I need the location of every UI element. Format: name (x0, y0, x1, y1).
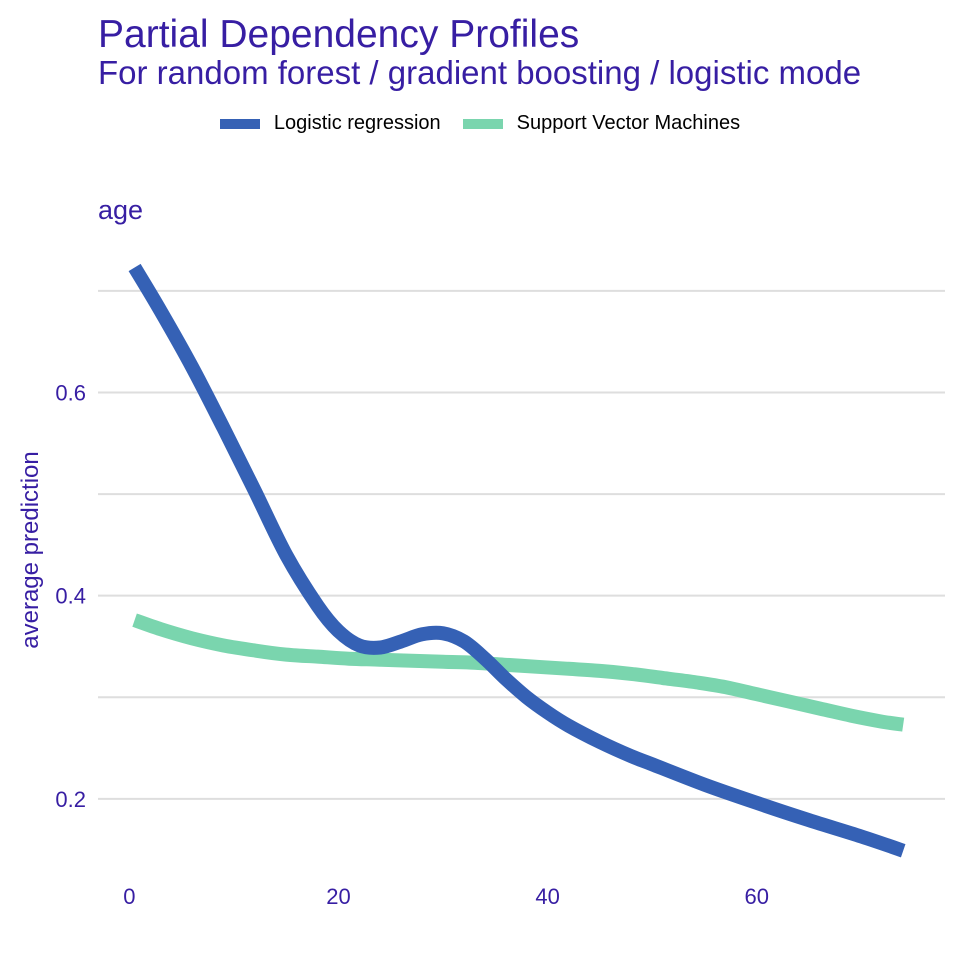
panel-label: age (98, 195, 143, 225)
y-tick-label-0-6: 0.6 (55, 380, 86, 405)
x-tick-label-20: 20 (326, 884, 350, 909)
y-axis-label: average prediction (17, 451, 44, 648)
legend-swatch-logistic (219, 118, 260, 129)
x-tick-label-40: 40 (535, 884, 559, 909)
legend-label-svm: Support Vector Machines (516, 112, 741, 134)
series-line-svm (132, 613, 905, 732)
y-tick-label-0-4: 0.4 (55, 584, 86, 609)
chart-title: Partial Dependency Profiles (98, 13, 580, 56)
legend-item-logistic: Logistic regression (219, 112, 441, 135)
x-tick-label-0: 0 (123, 884, 135, 909)
legend-label-logistic: Logistic regression (273, 112, 441, 134)
grid-lines (98, 289, 945, 800)
legend: Logistic regression Support Vector Machi… (0, 112, 960, 135)
x-tick-label-60: 60 (745, 884, 769, 909)
series-line-logistic (128, 263, 906, 858)
chart-subtitle: For random forest / gradient boosting / … (98, 54, 862, 91)
y-tick-label-0-2: 0.2 (55, 787, 86, 812)
legend-swatch-svm (462, 118, 503, 129)
legend-item-svm: Support Vector Machines (462, 112, 741, 135)
axis-ticks: 0.2 0.4 0.6 0 20 40 60 (55, 380, 769, 909)
series-lines (128, 263, 906, 858)
